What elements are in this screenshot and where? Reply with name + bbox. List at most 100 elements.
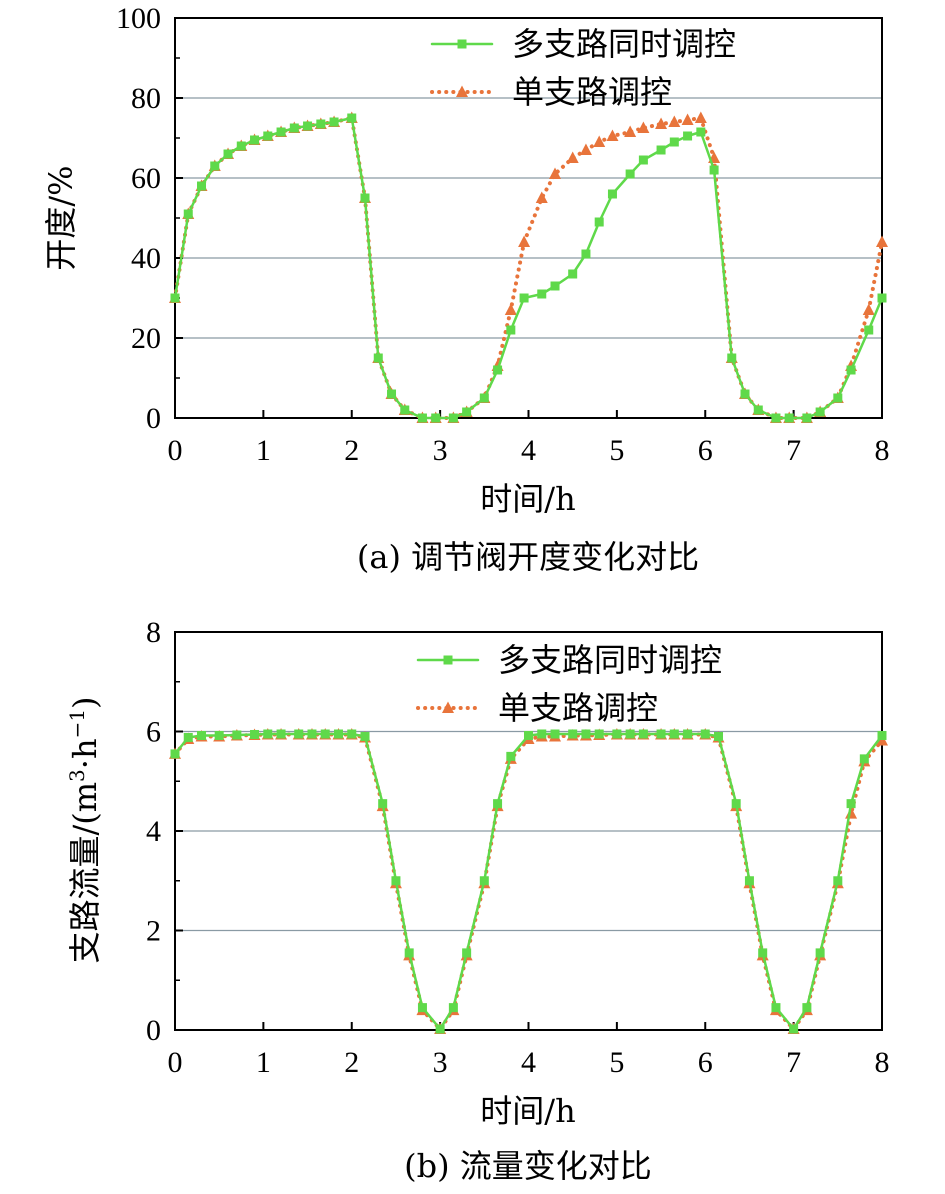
x-tick-label: 0: [168, 1046, 183, 1079]
legend-marker-triangle: [456, 85, 468, 97]
data-point-square: [625, 729, 635, 739]
data-point-square: [263, 131, 273, 141]
data-point-square: [568, 269, 578, 279]
data-point-square: [276, 127, 286, 137]
data-point-square: [784, 413, 794, 423]
y-tick-label: 0: [146, 1014, 161, 1047]
x-tick-label: 3: [433, 1046, 448, 1079]
data-point-square: [833, 876, 843, 886]
series-line-multi: [173, 116, 884, 420]
y-axis-label: 开度/%: [42, 165, 80, 270]
data-point-triangle: [862, 303, 875, 315]
data-point-square: [210, 161, 220, 171]
data-point-square: [170, 749, 180, 759]
data-point-triangle: [606, 129, 619, 141]
data-point-square: [638, 155, 648, 165]
data-point-triangle: [579, 143, 592, 155]
data-point-square: [683, 729, 693, 739]
data-point-square: [183, 732, 193, 742]
legend-label: 多支路同时调控: [498, 641, 722, 679]
x-tick-label: 1: [256, 434, 271, 467]
chart-caption: (b) 流量变化对比: [404, 1147, 652, 1185]
data-point-square: [581, 249, 591, 259]
y-tick-label: 40: [131, 242, 161, 275]
data-point-square: [696, 127, 706, 137]
data-point-square: [753, 405, 763, 415]
data-point-square: [524, 730, 533, 740]
y-tick-label: 20: [131, 322, 161, 355]
data-point-square: [815, 948, 825, 958]
data-point-square: [303, 121, 313, 131]
data-point-square: [435, 1024, 445, 1034]
data-point-square: [236, 141, 246, 151]
data-point-triangle: [518, 235, 531, 247]
x-tick-label: 5: [609, 1046, 624, 1079]
y-tick-label: 6: [146, 716, 161, 749]
data-point-square: [506, 751, 516, 761]
data-point-square: [612, 729, 622, 739]
y-tick-label: 4: [146, 815, 161, 848]
data-point-triangle: [549, 167, 562, 179]
data-point-square: [683, 131, 693, 141]
data-point-square: [183, 209, 193, 219]
x-tick-label: 7: [786, 1046, 801, 1079]
y-tick-label: 100: [116, 2, 161, 35]
y-axis-label-main: 支路流量/(m: [66, 782, 104, 964]
data-point-square: [347, 113, 357, 123]
data-point-square: [347, 729, 357, 739]
data-point-square: [846, 799, 856, 809]
data-point-square: [417, 1003, 427, 1013]
data-point-square: [462, 407, 472, 417]
data-point-square: [815, 407, 825, 417]
data-point-square: [625, 169, 635, 179]
data-point-square: [493, 799, 503, 809]
data-point-square: [744, 876, 754, 886]
legend-marker-triangle: [442, 701, 454, 713]
data-point-square: [669, 729, 679, 739]
x-tick-label: 0: [168, 434, 183, 467]
y-tick-label: 0: [146, 402, 161, 435]
data-point-square: [479, 876, 489, 886]
legend-label: 多支路同时调控: [512, 25, 736, 63]
data-point-square: [391, 876, 401, 886]
data-point-triangle: [566, 151, 579, 163]
data-point-square: [214, 730, 224, 740]
data-point-triangle: [637, 121, 650, 133]
data-point-square: [864, 325, 874, 335]
data-point-square: [594, 729, 604, 739]
y-tick-label: 60: [131, 162, 161, 195]
data-point-square: [802, 413, 812, 423]
data-point-square: [316, 119, 326, 129]
data-point-square: [276, 729, 286, 739]
chart-caption: (a) 调节阀开度变化对比: [357, 538, 699, 576]
data-point-square: [656, 145, 666, 155]
data-point-triangle: [535, 191, 548, 203]
data-point-square: [448, 413, 458, 423]
data-point-square: [289, 123, 299, 133]
data-point-square: [307, 729, 317, 739]
x-tick-label: 2: [344, 1046, 359, 1079]
data-point-square: [594, 217, 604, 227]
x-axis-label: 时间/h: [480, 480, 575, 518]
data-point-square: [656, 729, 666, 739]
series-line-single: [173, 116, 884, 420]
legend-marker-square: [457, 39, 467, 49]
x-tick-label: 1: [256, 1046, 271, 1079]
data-point-square: [789, 1024, 799, 1034]
data-point-square: [638, 729, 648, 739]
data-point-square: [263, 729, 273, 739]
legend-label: 单支路调控: [512, 73, 672, 111]
data-point-square: [404, 948, 414, 958]
data-point-square: [877, 730, 887, 740]
x-tick-label: 5: [609, 434, 624, 467]
data-point-square: [568, 729, 578, 739]
data-point-square: [223, 149, 233, 159]
x-tick-label: 4: [521, 1046, 536, 1079]
y-axis-label-sup: 3: [65, 769, 89, 782]
data-point-square: [294, 729, 304, 739]
x-tick-label: 6: [698, 434, 713, 467]
y-axis-label: 支路流量/(m3·h−1): [65, 696, 104, 963]
data-point-square: [700, 729, 710, 739]
data-point-square: [387, 389, 397, 399]
